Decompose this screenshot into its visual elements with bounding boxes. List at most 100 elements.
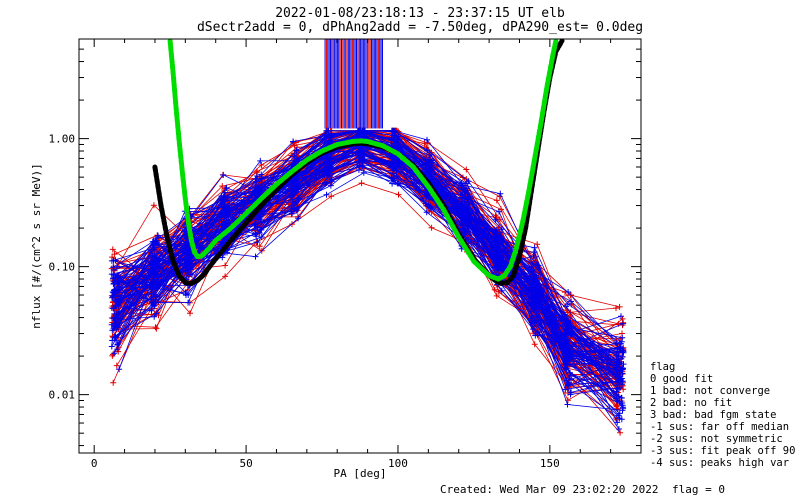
blue-series-point: [616, 361, 622, 368]
blue-series-point: [429, 159, 435, 166]
blue-series-point: [528, 315, 534, 322]
blue-series-point: [290, 138, 297, 145]
blue-series-point: [496, 229, 503, 236]
blue-series-point: [110, 275, 117, 282]
blue-series-point: [223, 184, 230, 191]
blue-series-point: [116, 366, 123, 373]
blue-series-point: [256, 230, 263, 237]
legend-entry: -4 sus: peaks high var: [650, 457, 789, 469]
blue-series-point: [563, 356, 570, 363]
blue-series-point: [426, 169, 433, 175]
red-series-point: [291, 142, 298, 149]
blue-series-point: [494, 241, 501, 248]
blue-series-point: [111, 297, 118, 304]
blue-series-point: [185, 299, 192, 306]
red-series-point: [150, 202, 157, 209]
blue-series-point: [327, 182, 334, 189]
blue-series-point: [529, 276, 536, 283]
blue-series-point: [497, 190, 504, 197]
blue-series-point: [252, 216, 259, 223]
blue-series-point: [464, 224, 471, 231]
blue-series-point: [150, 272, 157, 279]
blue-series-point: [112, 320, 119, 327]
blue-series-point: [115, 298, 121, 305]
blue-series-point: [532, 284, 539, 291]
blue-series-point: [427, 204, 434, 211]
blue-series-point: [534, 262, 541, 269]
blue-series-point: [492, 253, 499, 260]
blue-series-point: [618, 313, 624, 320]
blue-series-point: [393, 173, 400, 180]
red-series-point: [187, 310, 193, 317]
blue-series-point: [615, 353, 622, 360]
blue-series-point: [115, 292, 122, 299]
legend-heading: flag: [650, 361, 675, 373]
legend-entry: -2 sus: not symmetric: [650, 433, 783, 445]
blue-series-point: [257, 157, 264, 164]
blue-series-point: [459, 194, 466, 201]
blue-series-point: [359, 156, 366, 163]
x-tick-label: 0: [91, 457, 98, 470]
blue-series-point: [295, 215, 302, 222]
blue-series-point: [148, 290, 155, 297]
blue-series-point: [289, 192, 295, 199]
blue-series-point: [155, 257, 162, 264]
blue-series-point: [568, 372, 575, 379]
blue-series-point: [108, 257, 115, 264]
blue-series-point: [613, 340, 620, 346]
blue-series-point: [295, 195, 301, 202]
blue-series-point: [222, 210, 229, 217]
red-series-point: [617, 429, 624, 436]
red-series-point: [152, 324, 159, 331]
blue-series-point: [561, 311, 568, 318]
blue-series-point: [155, 272, 162, 279]
green-fit-curve: [167, 39, 559, 282]
red-series-point: [256, 243, 263, 250]
legend-entry: -3 sus: fit peak off 90: [650, 445, 795, 457]
legend-entry: 2 bad: no fit: [650, 397, 732, 409]
blue-series-point: [534, 332, 541, 339]
red-series-point: [463, 166, 470, 173]
blue-series-point: [498, 287, 505, 294]
blue-series-point: [327, 155, 334, 162]
blue-series-point: [225, 214, 232, 221]
blue-series-point: [112, 314, 119, 321]
blue-series-point: [615, 426, 622, 432]
blue-series-point: [463, 217, 470, 224]
blue-series-point: [619, 334, 626, 341]
blue-series-point: [565, 342, 572, 349]
blue-series-point: [254, 239, 261, 246]
blue-series-point: [152, 265, 159, 272]
chart-title: 2022-01-08/23:18:13 - 23:37:15 UT elb: [275, 6, 565, 21]
blue-series-point: [110, 305, 117, 312]
blue-series-point: [294, 174, 301, 181]
blue-series-point: [461, 203, 468, 210]
blue-series-point: [530, 252, 537, 259]
blue-series-point: [532, 292, 539, 299]
blue-series-point: [461, 231, 468, 238]
blue-series-point: [221, 218, 228, 225]
blue-series-point: [360, 169, 367, 176]
blue-series-point: [354, 127, 361, 134]
blue-series-point: [618, 416, 625, 423]
blue-series-point: [563, 320, 570, 327]
blue-series-point: [496, 208, 502, 215]
blue-series-point: [148, 307, 155, 314]
blue-series-point: [253, 178, 260, 185]
blue-series-point: [562, 386, 569, 393]
blue-series-point: [110, 278, 117, 285]
blue-series-point: [257, 185, 264, 192]
blue-series-point: [619, 381, 625, 388]
blue-series-point: [115, 324, 122, 331]
blue-series-point: [528, 313, 535, 319]
blue-series-point: [429, 174, 435, 181]
blue-series-point: [111, 310, 118, 317]
blue-series-point: [110, 325, 117, 332]
blue-series-point: [426, 156, 432, 163]
blue-series-point: [151, 265, 158, 271]
blue-series-point: [528, 319, 535, 326]
blue-series-point: [324, 159, 331, 166]
blue-series-point: [389, 132, 396, 139]
blue-series-point: [564, 301, 571, 307]
blue-series-point: [222, 223, 229, 230]
